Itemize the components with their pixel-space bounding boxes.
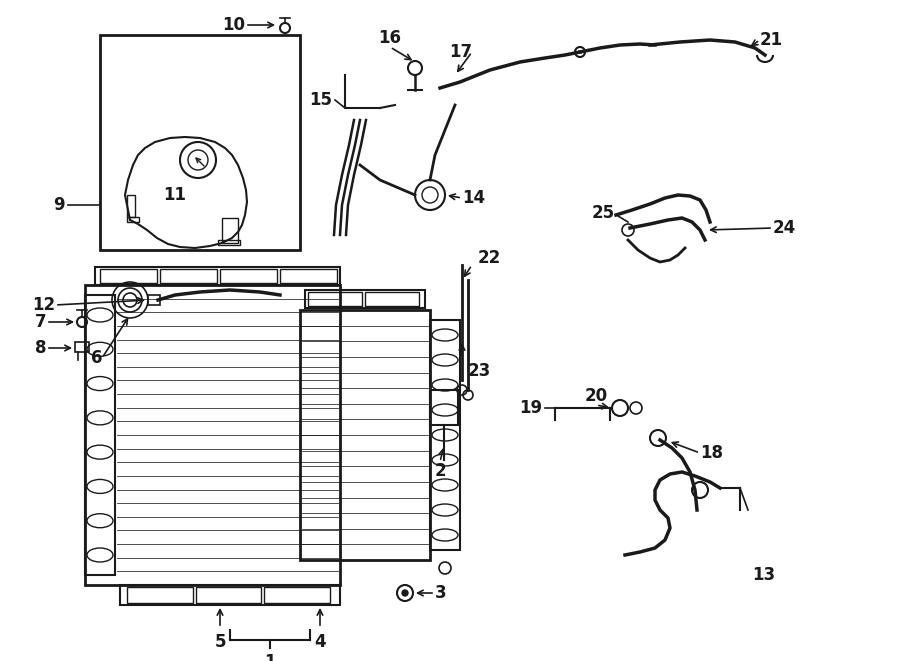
Bar <box>85 295 115 575</box>
Text: 9: 9 <box>53 196 65 214</box>
Text: 23: 23 <box>468 362 491 380</box>
Text: 16: 16 <box>379 29 401 47</box>
Text: 2: 2 <box>434 462 446 480</box>
Text: 13: 13 <box>752 566 775 584</box>
Text: 22: 22 <box>478 249 501 267</box>
Bar <box>120 585 340 605</box>
Bar <box>305 290 425 308</box>
Bar <box>85 285 340 585</box>
Bar <box>127 587 193 603</box>
Text: 19: 19 <box>519 399 542 417</box>
Bar <box>95 267 340 285</box>
Bar <box>220 269 277 283</box>
Text: 5: 5 <box>214 633 226 651</box>
Text: 20: 20 <box>584 387 608 405</box>
Bar <box>265 587 330 603</box>
Text: 15: 15 <box>309 91 332 109</box>
Text: 4: 4 <box>314 633 326 651</box>
Text: 6: 6 <box>91 349 102 367</box>
Text: 24: 24 <box>773 219 796 237</box>
Bar <box>100 269 157 283</box>
Text: 18: 18 <box>700 444 723 462</box>
Text: 12: 12 <box>32 296 55 314</box>
Text: 1: 1 <box>265 653 275 661</box>
Bar <box>195 587 261 603</box>
Bar <box>160 269 217 283</box>
Bar <box>430 320 460 550</box>
Bar <box>222 218 238 243</box>
Text: 10: 10 <box>222 16 245 34</box>
Text: 25: 25 <box>592 204 615 222</box>
Circle shape <box>402 590 408 596</box>
Bar <box>308 292 362 306</box>
Text: 11: 11 <box>164 186 186 204</box>
Text: 3: 3 <box>435 584 446 602</box>
Bar <box>127 217 139 222</box>
Bar <box>280 269 337 283</box>
Bar <box>127 195 135 217</box>
Bar <box>300 310 430 560</box>
Bar <box>365 292 419 306</box>
Text: 14: 14 <box>462 189 485 207</box>
Bar <box>100 35 300 250</box>
Text: 17: 17 <box>449 43 472 61</box>
Text: 21: 21 <box>760 31 783 49</box>
Bar <box>148 295 160 305</box>
Text: 8: 8 <box>34 339 46 357</box>
Text: 7: 7 <box>34 313 46 331</box>
Bar <box>75 342 89 352</box>
Bar <box>430 390 458 425</box>
Bar <box>218 240 240 245</box>
